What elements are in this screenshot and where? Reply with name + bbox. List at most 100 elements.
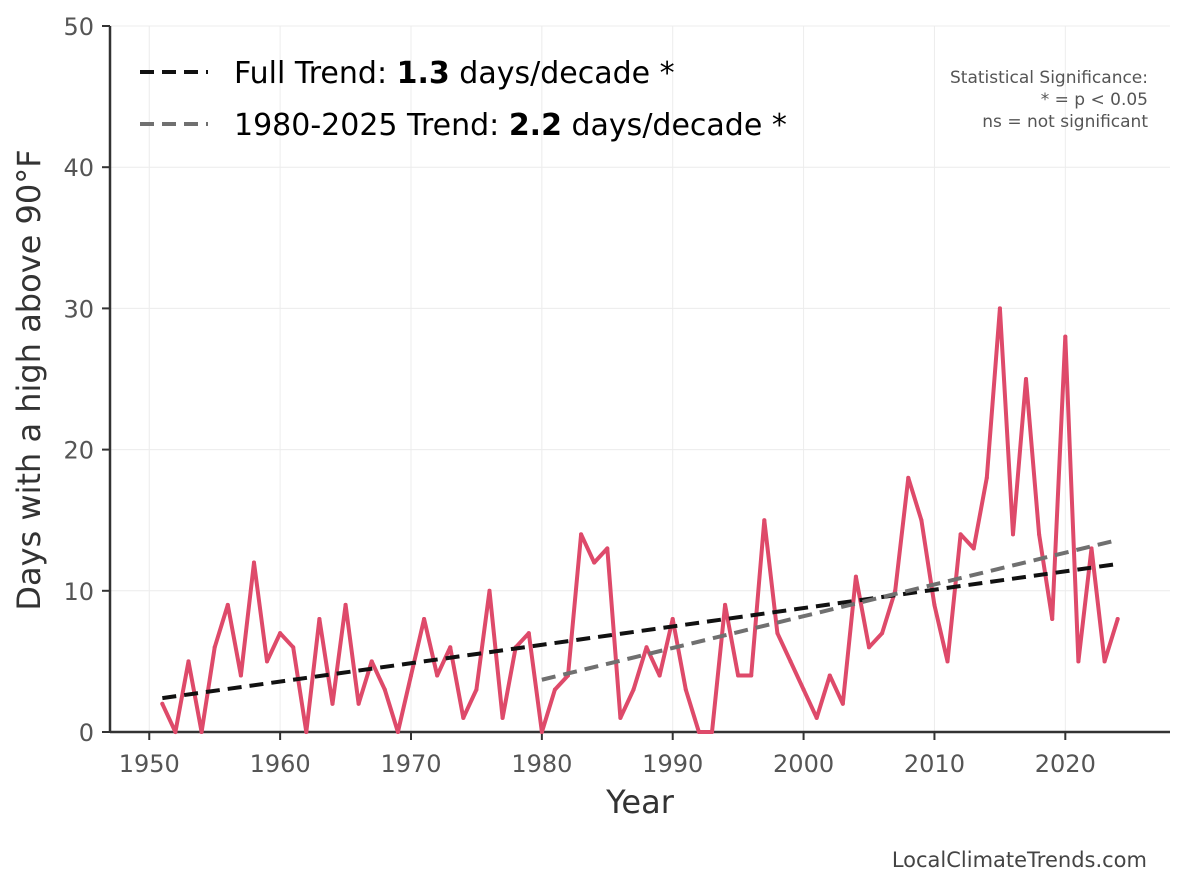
data-point (762, 518, 767, 523)
data-point (657, 673, 662, 678)
data-point (814, 715, 819, 720)
data-point (736, 673, 741, 678)
significance-line-2: ns = not significant (982, 112, 1148, 132)
data-point (552, 687, 557, 692)
data-point (448, 645, 453, 650)
data-point (251, 560, 256, 565)
legend-full-trend-prefix: Full Trend: (234, 56, 397, 91)
data-point (160, 701, 165, 706)
x-tick-label: 2000 (773, 750, 834, 778)
data-point (317, 617, 322, 622)
legend: Full Trend: 1.3 days/decade * 1980-2025 … (140, 56, 787, 143)
data-point (487, 588, 492, 593)
data-point (343, 602, 348, 607)
y-tick-label: 0 (79, 719, 94, 747)
data-point (265, 659, 270, 664)
x-tick-label: 1990 (642, 750, 703, 778)
data-point (291, 645, 296, 650)
data-point (356, 701, 361, 706)
gridlines (110, 25, 1170, 733)
data-point (369, 659, 374, 664)
data-point (709, 730, 714, 734)
data-point (1010, 532, 1015, 537)
legend-recent-trend-value: 2.2 (509, 108, 562, 143)
y-axis-title: Days with a high above 90°F (10, 149, 48, 610)
data-point (1115, 617, 1120, 622)
data-point (173, 730, 178, 734)
data-point (696, 730, 701, 734)
data-point (919, 518, 924, 523)
axes (108, 26, 1170, 734)
data-point (461, 715, 466, 720)
data-point (238, 673, 243, 678)
ticks: 1950 1960 1970 1980 1990 2000 2010 2020 0 10 20 30 4… (63, 13, 1095, 778)
data-point (827, 673, 832, 678)
data-point (618, 715, 623, 720)
data-point (526, 631, 531, 636)
data-point (579, 532, 584, 537)
data-point (1102, 659, 1107, 664)
data-point (199, 730, 204, 734)
full-trend-line (162, 561, 1118, 701)
legend-full-trend-label: Full Trend: 1.3 days/decade * (234, 56, 675, 91)
x-tick-label: 1980 (511, 750, 572, 778)
data-point (539, 730, 544, 734)
legend-full-trend-suffix: days/decade * (450, 56, 675, 91)
data-point (906, 475, 911, 480)
data-point (997, 306, 1002, 311)
data-point (853, 574, 858, 579)
data-point (186, 659, 191, 664)
data-point (644, 645, 649, 650)
data-point (1037, 532, 1042, 537)
data-point (880, 631, 885, 636)
data-point (932, 602, 937, 607)
data-point (225, 602, 230, 607)
data-point (605, 546, 610, 551)
x-axis-title: Year (605, 783, 675, 821)
data-point (631, 687, 636, 692)
legend-recent-trend-suffix: days/decade * (562, 108, 787, 143)
recent-trend-line (541, 538, 1119, 682)
data-point (500, 715, 505, 720)
data-point (1063, 334, 1068, 339)
data-point (670, 617, 675, 622)
data-point (330, 701, 335, 706)
y-tick-label: 20 (63, 437, 94, 465)
data-point (801, 687, 806, 692)
data-point (1024, 377, 1029, 381)
significance-line-1: * = p < 0.05 (1041, 90, 1148, 110)
data-point (958, 532, 963, 537)
data-point (278, 631, 283, 636)
data-point (788, 659, 793, 664)
data-point (422, 617, 427, 622)
x-tick-label: 1950 (119, 750, 180, 778)
data-point (395, 730, 400, 734)
site-credit: LocalClimateTrends.com (892, 848, 1147, 872)
x-tick-label: 1970 (380, 750, 441, 778)
plot-area (160, 306, 1120, 734)
data-point (867, 645, 872, 650)
data-point (1050, 617, 1055, 622)
data-point (304, 730, 309, 734)
series-line (160, 306, 1120, 734)
y-tick-label: 50 (63, 13, 94, 41)
data-point (408, 673, 413, 678)
data-point (212, 645, 217, 650)
data-point (1076, 659, 1081, 664)
significance-note: Statistical Significance: * = p < 0.05 n… (950, 68, 1148, 132)
y-tick-label: 40 (63, 154, 94, 182)
legend-recent-trend-label: 1980-2025 Trend: 2.2 days/decade * (234, 108, 787, 143)
data-point (971, 546, 976, 551)
data-point (984, 475, 989, 480)
data-point (683, 687, 688, 692)
data-point (723, 602, 728, 607)
data-point (840, 701, 845, 706)
y-tick-label: 30 (63, 295, 94, 323)
data-point (749, 673, 754, 678)
legend-recent-trend-prefix: 1980-2025 Trend: (234, 108, 509, 143)
data-point (1089, 546, 1094, 551)
legend-full-trend-value: 1.3 (397, 56, 450, 91)
x-tick-label: 1960 (250, 750, 311, 778)
data-point (945, 659, 950, 664)
